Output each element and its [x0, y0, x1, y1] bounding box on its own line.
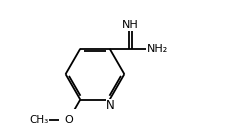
Text: NH₂: NH₂ [147, 44, 168, 54]
Text: O: O [64, 115, 73, 125]
Text: N: N [106, 99, 114, 112]
Text: CH₃: CH₃ [29, 115, 49, 125]
Text: NH: NH [122, 20, 139, 30]
